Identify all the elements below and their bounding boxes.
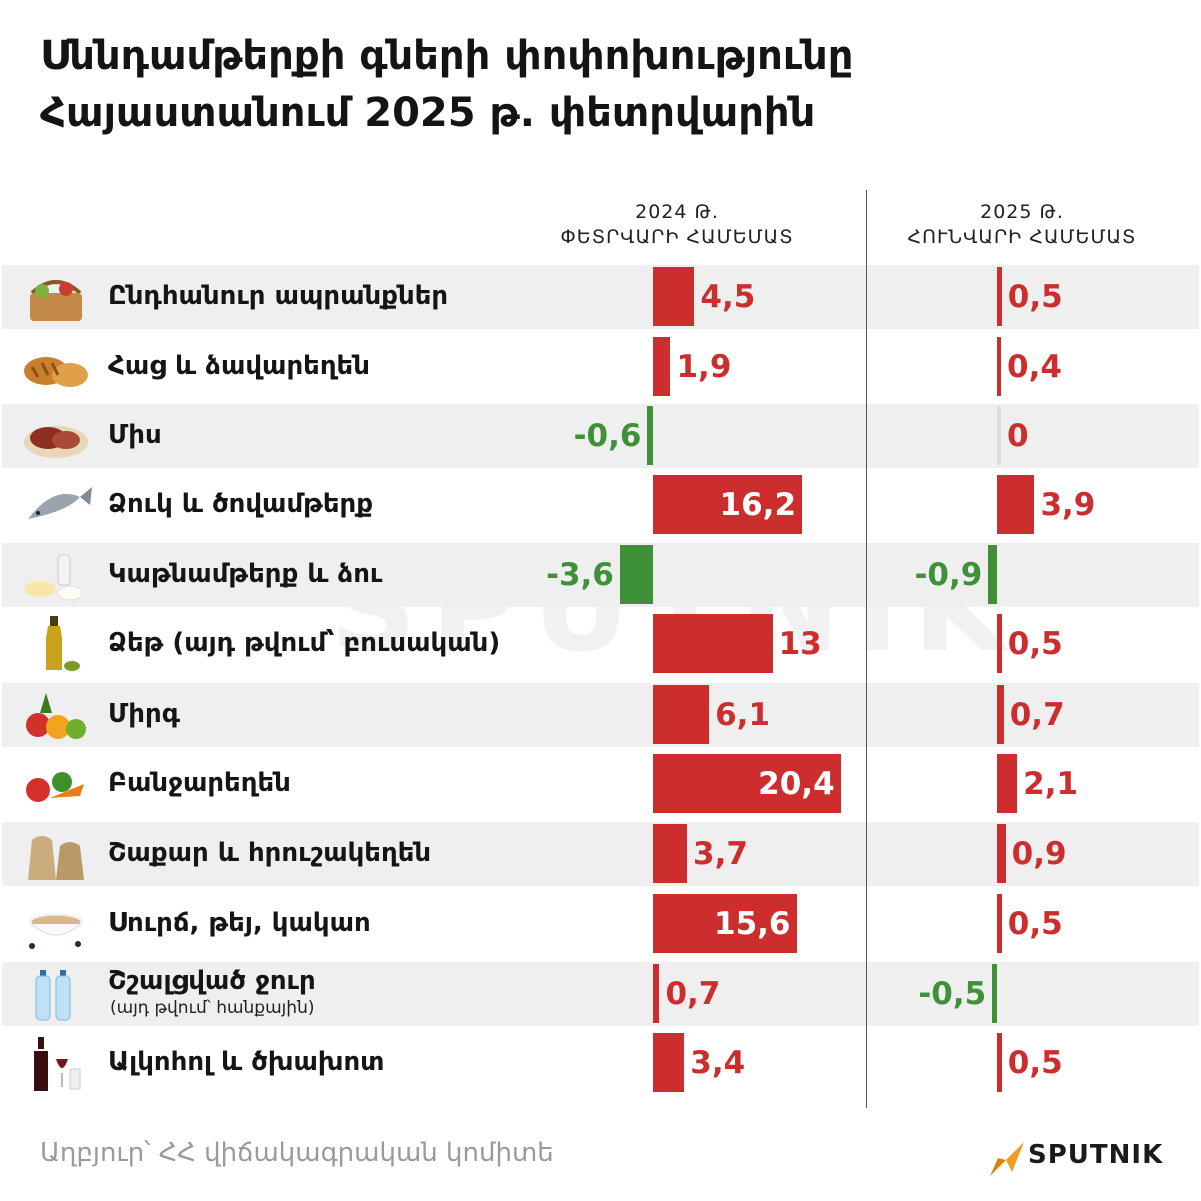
meat-icon	[18, 406, 94, 466]
chart-title: Սննդամթերքի գների փոփոխությունը Հայաստան…	[40, 28, 1160, 142]
category-label: Սուրճ, թեյ, կակաո	[108, 908, 371, 938]
fruit-icon	[18, 685, 94, 745]
bar	[997, 337, 1001, 396]
column-divider	[866, 190, 867, 1108]
bar-value-label: -0,5	[918, 976, 987, 1012]
category-label: Ձուկ և ծովամթերք	[108, 489, 374, 519]
dairy-icon	[18, 545, 94, 605]
category-label: Կաթնամթերք և ձու	[108, 559, 383, 589]
bar	[653, 685, 710, 744]
bar	[988, 545, 997, 604]
coffee-icon	[18, 894, 94, 954]
source-note: Աղբյուր՝ ՀՀ վիճակագրական կոմիտե	[40, 1138, 554, 1168]
bar	[653, 1033, 685, 1092]
bar-value-label: 0,5	[1007, 1045, 1063, 1081]
bar	[997, 1033, 1002, 1092]
oil-icon	[18, 614, 94, 674]
bar	[653, 754, 841, 813]
bar-value-label: -0,6	[573, 418, 642, 454]
category-label: Շաքար և հրուշակեղեն	[108, 838, 432, 868]
column-header-2024: 2024 Թ. ՓԵՏՐՎԱՐԻ ՀԱՄԵՄԱՏ	[517, 200, 837, 250]
bar	[653, 824, 688, 883]
category-label: Միրգ	[108, 699, 180, 729]
bar	[997, 685, 1004, 744]
category-label: Հաց և ձավարեղեն	[108, 351, 370, 381]
column-header-2025-line1: 2025 Թ.	[980, 201, 1064, 223]
bar	[647, 406, 653, 465]
bar	[997, 824, 1006, 883]
category-label: Ընդհանուր ապրանքներ	[108, 281, 449, 311]
bar-value-label: 0,5	[1007, 906, 1063, 942]
bar-value-label: 0,9	[1011, 836, 1067, 872]
bar	[997, 475, 1035, 534]
bar-value-label: 3,4	[690, 1045, 746, 1081]
bar-value-label: 3,9	[1040, 487, 1096, 523]
category-label: Միս	[108, 420, 162, 450]
bar-value-label: 0,5	[1007, 626, 1063, 662]
category-label: Շշալցված ջուր	[108, 966, 316, 996]
bar	[997, 894, 1002, 953]
sputnik-logo: SPUTNIK	[988, 1136, 1178, 1180]
bar	[619, 545, 653, 604]
bar	[653, 614, 773, 673]
category-label: Ալկոհոլ և ծխախոտ	[108, 1047, 385, 1077]
bar	[992, 964, 997, 1023]
title-line-1: Սննդամթերքի գների փոփոխությունը	[40, 33, 854, 79]
bar-value-label: 0	[1007, 418, 1029, 454]
bar-value-label: 0,7	[665, 976, 721, 1012]
sugar-sack-icon	[18, 824, 94, 884]
bar-value-label: 13	[778, 626, 822, 662]
bar	[653, 964, 660, 1023]
bar	[997, 754, 1018, 813]
bar-value-label: -3,6	[546, 557, 614, 593]
fish-icon	[18, 475, 94, 535]
bar-value-label: 16,2	[719, 487, 797, 523]
title-line-2: Հայաստանում 2025 թ. փետրվարին	[40, 90, 816, 136]
bar	[997, 267, 1002, 326]
bar	[653, 267, 695, 326]
bar	[997, 406, 1001, 465]
bar-value-label: 0,4	[1007, 349, 1062, 385]
bar-value-label: 0,5	[1007, 279, 1063, 315]
bar-value-label: 3,7	[693, 836, 748, 872]
bar-value-label: 15,6	[714, 906, 791, 942]
bar-value-label: 0,7	[1009, 697, 1065, 733]
row-background	[2, 543, 1199, 607]
bar	[653, 894, 797, 953]
category-label: Ձեթ (այդ թվում՝ բուսական)	[108, 628, 501, 658]
category-label: Բանջարեղեն	[108, 768, 291, 798]
vegetables-icon	[18, 754, 94, 814]
bar-value-label: -0,9	[914, 557, 983, 593]
bar	[653, 337, 671, 396]
basket-icon	[18, 267, 94, 327]
column-header-2024-line1: 2024 Թ.	[635, 201, 719, 223]
bar-value-label: 1,9	[676, 349, 732, 385]
sputnik-logo-text: SPUTNIK	[1028, 1140, 1164, 1170]
wine-icon	[18, 1033, 94, 1093]
column-header-2025-line2: ՀՈՒՆՎԱՐԻ ՀԱՄԵՄԱՏ	[907, 226, 1137, 248]
category-sublabel: (այդ թվում՝ հանքային)	[110, 998, 315, 1018]
sputnik-logo-icon	[990, 1142, 1024, 1176]
water-bottle-icon	[18, 964, 94, 1024]
row-background	[2, 962, 1199, 1026]
bar-value-label: 4,5	[700, 279, 756, 315]
bar-value-label: 20,4	[758, 766, 835, 802]
bar	[997, 614, 1002, 673]
column-header-2024-line2: ՓԵՏՐՎԱՐԻ ՀԱՄԵՄԱՏ	[560, 226, 794, 248]
bar	[653, 475, 803, 534]
bread-icon	[18, 337, 94, 397]
bar-value-label: 6,1	[715, 697, 771, 733]
column-header-2025: 2025 Թ. ՀՈՒՆՎԱՐԻ ՀԱՄԵՄԱՏ	[862, 200, 1182, 250]
bar-value-label: 2,1	[1023, 766, 1079, 802]
